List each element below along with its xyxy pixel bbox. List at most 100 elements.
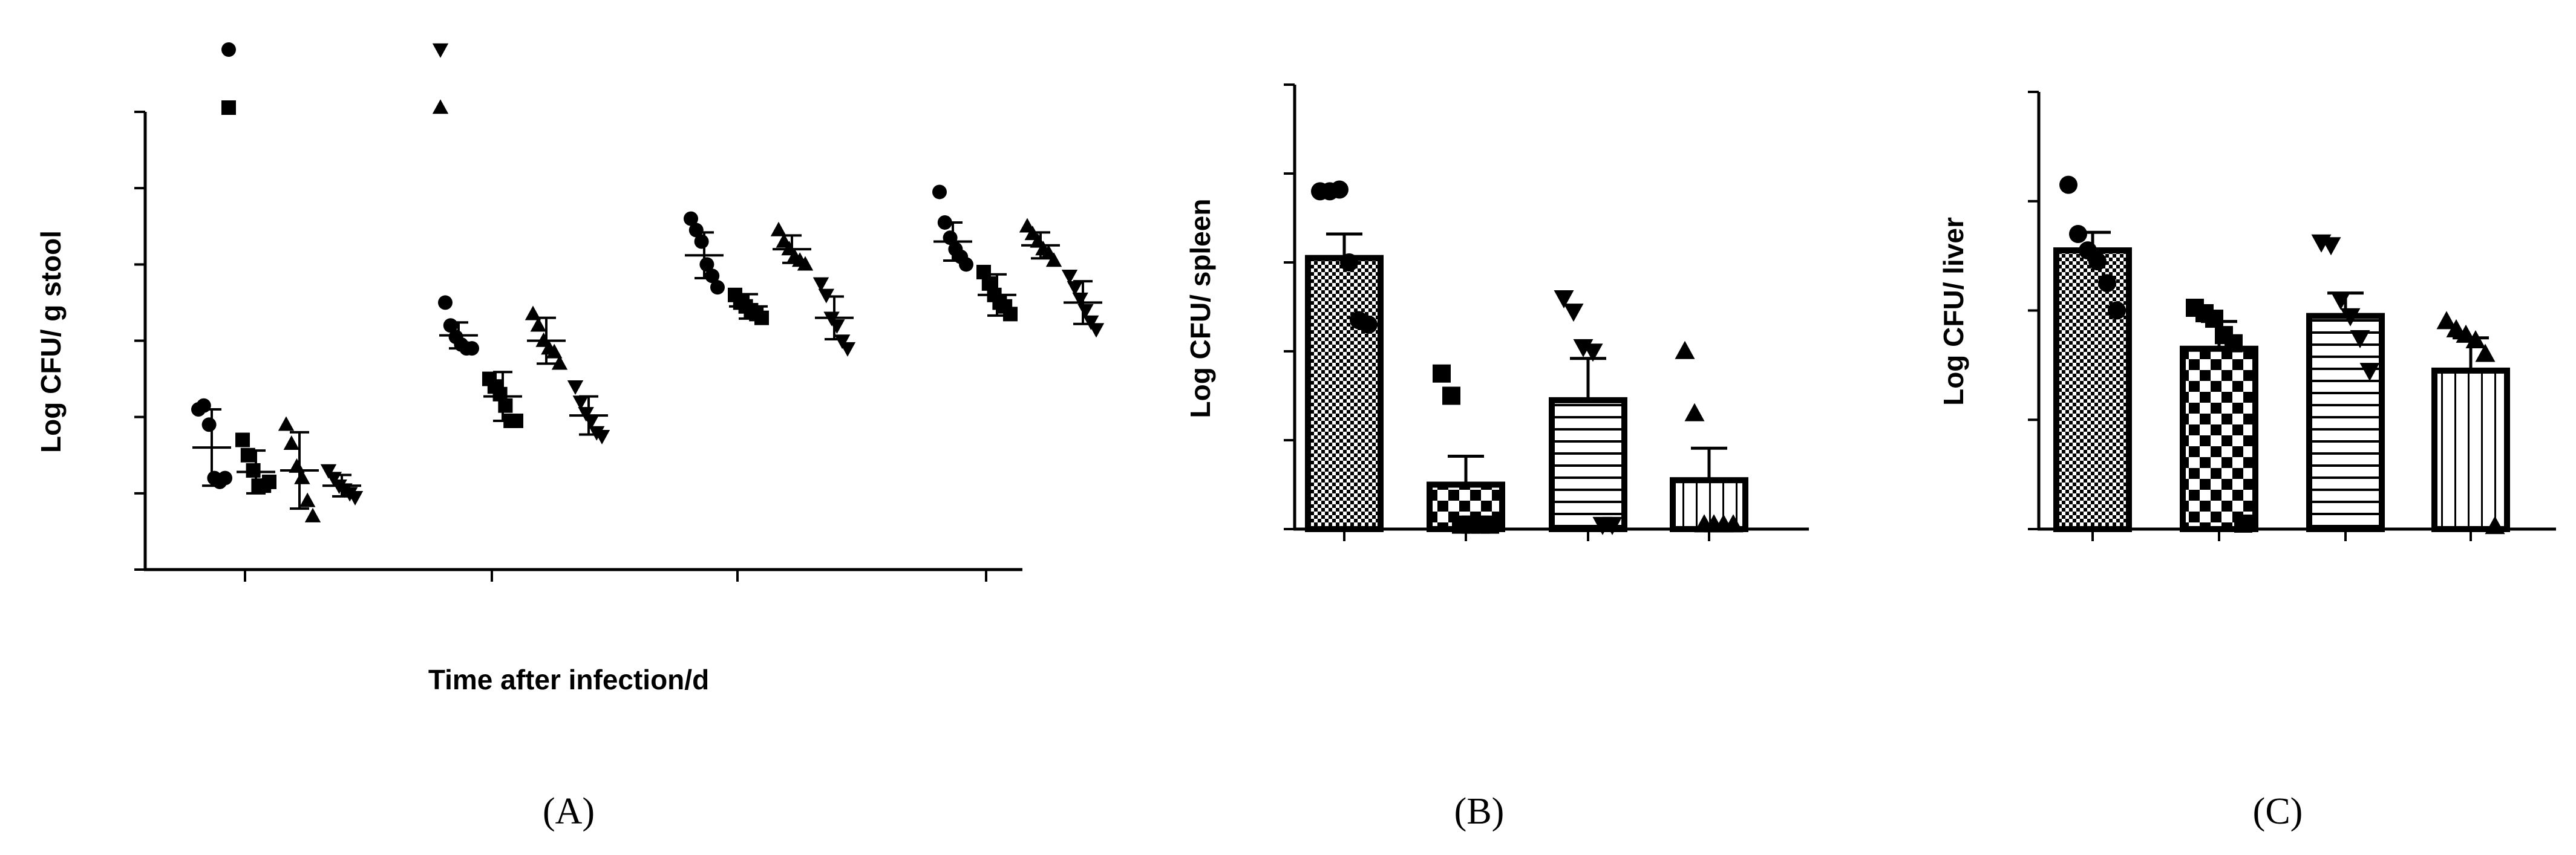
panel-c-data-point — [2350, 330, 2370, 348]
panel-a-data-point — [530, 317, 546, 332]
panel-c-bar-chart: Log CFU/ liver (C) — [1938, 91, 2556, 832]
panel-a-data-point — [465, 341, 479, 356]
panel-a-label: (A) — [543, 791, 595, 832]
panel-a-data-point — [278, 416, 295, 431]
panel-a-data-point — [201, 417, 217, 432]
panel-b-label: (B) — [1454, 791, 1505, 832]
panel-c-data-point — [2088, 252, 2107, 271]
panel-b-data-point — [1602, 516, 1623, 535]
panel-a-data-point — [699, 257, 714, 272]
panel-b-data-point — [1563, 304, 1584, 322]
panel-a-data-point — [1083, 315, 1099, 330]
panel-a-data-point — [196, 398, 211, 413]
panel-c-data-point — [2098, 274, 2116, 293]
panel-b-data-point — [1583, 343, 1603, 362]
panel-a-data-point — [937, 215, 952, 230]
panel-c-data-point — [2436, 311, 2457, 330]
panel-a-legend-marker — [221, 100, 236, 115]
panel-a-data-point — [235, 432, 250, 447]
panel-c-data-point — [2456, 324, 2476, 343]
panel-a-data-point — [262, 474, 276, 489]
panel-a-data-point — [299, 492, 316, 507]
panel-c-data-point — [2108, 301, 2126, 320]
panel-b-data-point — [1481, 515, 1499, 534]
panel-a-data-point — [834, 334, 851, 349]
panel-a-data-point — [509, 413, 523, 428]
panel-a-legend — [221, 42, 449, 115]
panel-a-data-point — [823, 311, 840, 327]
panel-c-data-point — [2330, 291, 2351, 310]
panel-a-data-point — [246, 463, 261, 478]
panel-c-data-point — [2340, 308, 2361, 327]
panel-a-data-point — [304, 507, 321, 522]
panel-b-bar — [1549, 397, 1627, 532]
panel-c-data-point — [2069, 224, 2087, 243]
panel-a-legend-marker — [432, 43, 449, 58]
panel-a-data-point — [959, 257, 973, 272]
panel-a-data-point — [583, 414, 600, 429]
panel-a-data-point — [839, 342, 856, 357]
panel-a-data-point — [525, 305, 541, 320]
panel-c-bar — [2053, 247, 2132, 532]
panel-c-data-point — [2225, 334, 2243, 353]
panel-b-data-point — [1723, 514, 1744, 533]
panel-c-y-axis-label: Log CFU/ liver — [1938, 217, 1969, 406]
panel-a-data-point — [289, 458, 305, 473]
panel-a-data-point — [240, 447, 255, 463]
panel-c-data-point — [2321, 237, 2341, 256]
panel-a-scatter-chart: Log CFU/ g stool Time after infection/d … — [35, 42, 1105, 832]
panel-c-data-point — [2234, 514, 2252, 533]
panel-a-data-point — [283, 435, 299, 450]
panel-a-data-point — [829, 319, 845, 334]
panel-b-data-point — [1442, 386, 1460, 405]
panel-a-data-point — [1077, 304, 1094, 319]
panel-a-data-point — [443, 318, 458, 333]
panel-c-data-point — [2059, 175, 2077, 194]
panel-c-label: (C) — [2253, 791, 2303, 832]
panel-a-data-point — [1061, 270, 1078, 285]
panel-a-legend-marker — [221, 42, 236, 57]
panel-a-data-point — [688, 223, 704, 238]
panel-a-data-point — [1067, 281, 1083, 296]
panel-a-data-point — [797, 256, 814, 271]
panel-c-data-point — [2359, 363, 2380, 382]
panel-a-legend-marker — [432, 99, 449, 114]
panel-a-x-axis-label: Time after infection/d — [428, 664, 709, 695]
panel-b-data-point — [1554, 290, 1574, 309]
panel-a-data-point — [593, 430, 610, 445]
panel-a-data-point — [218, 470, 232, 486]
panel-a-data-point — [567, 380, 584, 395]
panel-c-data-point — [2475, 343, 2496, 362]
panel-a-data-point — [325, 472, 342, 487]
panel-a-data-point — [320, 464, 337, 479]
panel-a-data-point — [1072, 292, 1088, 307]
panel-a-data-point — [347, 490, 364, 506]
panel-a-data-point — [705, 268, 720, 284]
panel-a-data-point — [294, 469, 310, 484]
panel-a-data-point — [710, 280, 725, 295]
panel-a-data-point — [754, 310, 769, 325]
panel-a-y-axis-label: Log CFU/ g stool — [35, 230, 67, 453]
panel-b-bar — [1305, 255, 1384, 532]
panel-a-data-point — [770, 221, 787, 236]
panel-b-y-axis-label: Log CFU/ spleen — [1185, 199, 1216, 418]
panel-a-data-point — [546, 343, 563, 359]
panel-a-data-point — [551, 355, 568, 370]
panel-a-data-point — [1003, 307, 1018, 322]
panel-b-data-point — [1675, 340, 1695, 359]
panel-a-data-point — [1088, 323, 1105, 338]
panel-a-data-point — [932, 184, 947, 200]
panel-a-data-point — [572, 395, 589, 411]
panel-c-data-point — [2465, 330, 2486, 348]
panel-b-data-point — [1330, 180, 1348, 199]
panel-b-bar-chart: Log CFU/ spleen (B) — [1185, 83, 1809, 832]
panel-b-data-point — [1359, 315, 1378, 334]
panel-c-data-point — [2485, 516, 2505, 535]
panel-b-data-point — [1684, 403, 1705, 421]
panel-b-data-point — [1340, 253, 1358, 271]
panel-a-data-point — [438, 295, 453, 310]
panel-a-data-point — [1045, 252, 1062, 267]
panel-c-data-point — [2446, 319, 2466, 337]
panel-a-data-point — [498, 398, 513, 413]
